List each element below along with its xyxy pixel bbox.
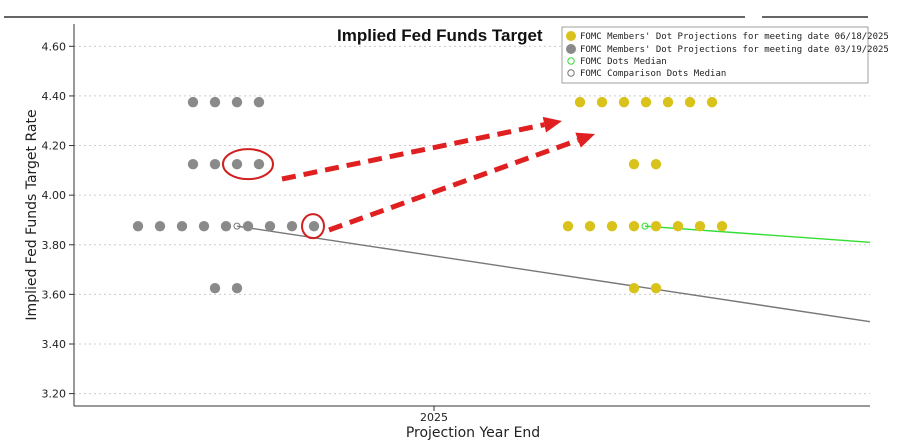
dot-0319 <box>176 220 188 232</box>
dot-0319 <box>187 96 199 108</box>
legend-marker-dots-median <box>567 57 575 65</box>
dot-0618 <box>716 220 728 232</box>
legend-box <box>561 26 869 84</box>
highlight-ellipse-4125 <box>222 148 274 181</box>
y-tick-label: 3.60 <box>42 288 67 301</box>
dot-0319 <box>264 220 276 232</box>
dot-0618 <box>596 96 608 108</box>
dot-0618 <box>662 96 674 108</box>
dot-0618 <box>606 220 618 232</box>
dot-0618 <box>628 158 640 170</box>
dot-0319 <box>231 158 243 170</box>
dot-0618 <box>584 220 596 232</box>
median-lines <box>233 222 871 323</box>
y-tick-label: 4.20 <box>42 140 67 153</box>
dot-0618 <box>650 282 662 294</box>
dot-0618 <box>628 220 640 232</box>
legend-marker-comparison-median <box>567 69 575 77</box>
dot-0618 <box>672 220 684 232</box>
y-tick-label: 3.40 <box>42 338 67 351</box>
y-axis-label: Implied Fed Funds Target Rate <box>24 109 40 320</box>
y-tick-label: 4.40 <box>42 90 67 103</box>
legend-entry-current-dots: FOMC Members' Dot Projections for meetin… <box>580 32 889 42</box>
dot-0319 <box>308 220 320 232</box>
comparison-median-line <box>236 225 871 323</box>
dot-0618 <box>628 282 640 294</box>
y-tick-labels: 4.60 4.40 4.20 4.00 3.80 3.60 3.40 3.20 <box>42 40 67 400</box>
dot-0319 <box>242 220 254 232</box>
legend-entry-dots-median: FOMC Dots Median <box>580 57 667 67</box>
x-tick-labels: 2025 <box>420 411 448 424</box>
dot-0618 <box>650 158 662 170</box>
chart-title: Implied Fed Funds Target <box>337 26 543 45</box>
y-tick-label: 4.60 <box>42 40 67 53</box>
y-tick-label: 3.80 <box>42 239 67 252</box>
dot-0618 <box>562 220 574 232</box>
dot-0319 <box>253 96 265 108</box>
arrow-lower-shaft <box>328 137 579 233</box>
dot-0319 <box>198 220 210 232</box>
dot-projections <box>132 96 728 294</box>
dot-0319 <box>209 96 221 108</box>
axes <box>69 24 870 411</box>
dot-0319 <box>231 96 243 108</box>
comparison-median-marker <box>233 222 241 230</box>
dots-median-marker <box>641 222 649 230</box>
highlight-ellipse-3875 <box>301 213 325 240</box>
dot-0319 <box>209 158 221 170</box>
dot-0618 <box>640 96 652 108</box>
dot-0618 <box>684 96 696 108</box>
dot-0319 <box>253 158 265 170</box>
legend-entry-comparison-median: FOMC Comparison Dots Median <box>580 69 726 79</box>
dot-0618 <box>618 96 630 108</box>
legend-entry-previous-dots: FOMC Members' Dot Projections for meetin… <box>580 45 889 55</box>
arrow-upper-head <box>542 116 562 133</box>
y-tick-label: 3.20 <box>42 388 67 401</box>
dot-0319 <box>231 282 243 294</box>
dot-0319 <box>220 220 232 232</box>
arrow-upper-shaft <box>281 122 545 182</box>
dot-0319 <box>154 220 166 232</box>
dot-0618 <box>650 220 662 232</box>
x-tick-label: 2025 <box>420 411 448 424</box>
dot-0319 <box>132 220 144 232</box>
dot-0618 <box>706 96 718 108</box>
dot-0319 <box>187 158 199 170</box>
y-tick-label: 4.00 <box>42 189 67 202</box>
dot-0319 <box>209 282 221 294</box>
arrow-lower-head <box>575 132 595 148</box>
dot-0618 <box>694 220 706 232</box>
dot-0618 <box>574 96 586 108</box>
legend-marker-current-dots <box>566 31 576 41</box>
legend-marker-previous-dots <box>566 44 576 54</box>
dots-median-line <box>644 225 871 243</box>
annotations <box>222 116 595 240</box>
dot-0319 <box>286 220 298 232</box>
legend: FOMC Members' Dot Projections for meetin… <box>561 26 889 84</box>
x-axis-label: Projection Year End <box>406 425 540 441</box>
